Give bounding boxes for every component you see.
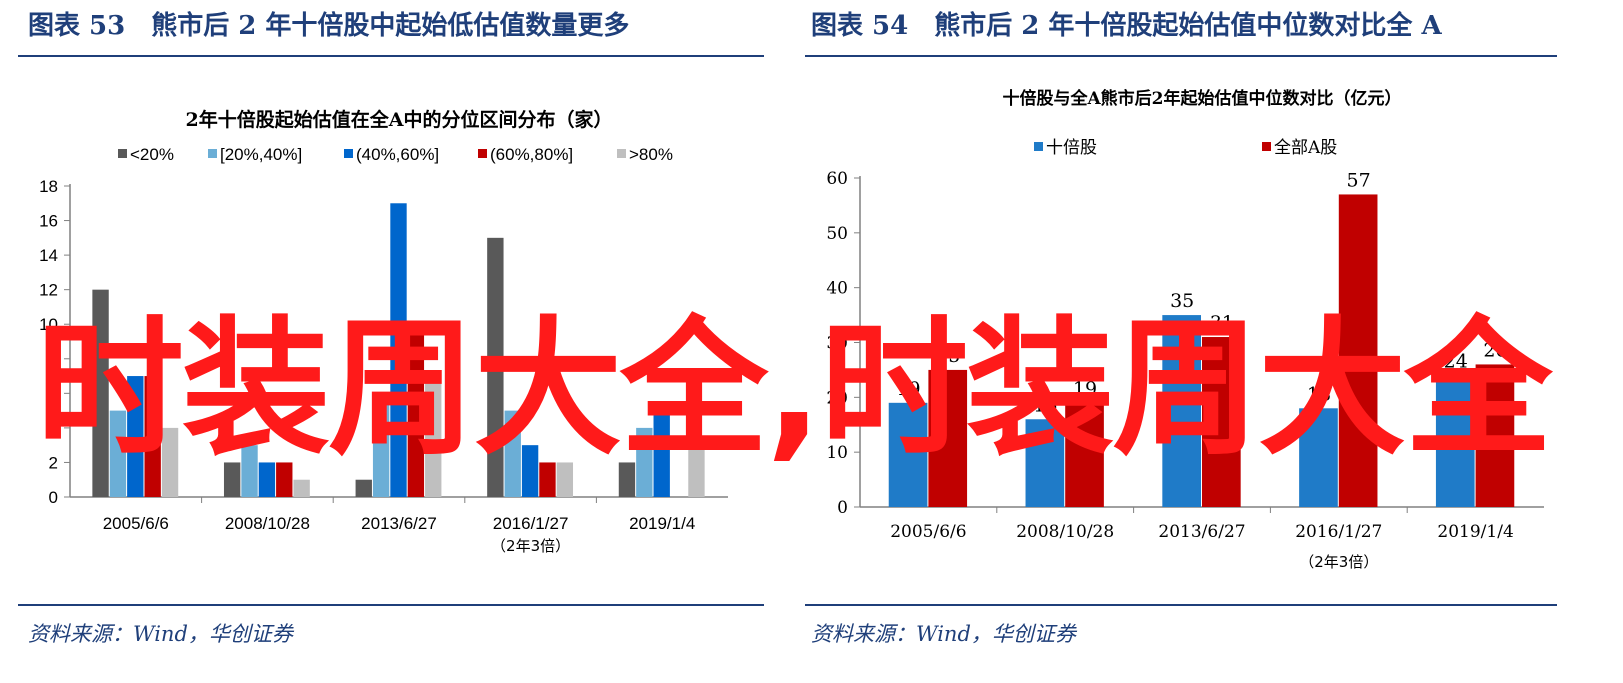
chart-1-category-note: （2年3倍） bbox=[1299, 553, 1378, 571]
chart-1-y-tick-label: 10 bbox=[826, 443, 848, 463]
right-header-rule bbox=[805, 55, 1557, 57]
chart-0-bar bbox=[636, 427, 653, 497]
chart-1-legend-swatch bbox=[1034, 142, 1043, 151]
chart-0-y-tick-label: 8 bbox=[49, 350, 58, 369]
chart-0-x-tick-label: 2016/1/27 bbox=[493, 514, 569, 533]
chart-1-bar bbox=[888, 402, 928, 507]
chart-1-x-tick-label: 2016/1/27 bbox=[1295, 522, 1382, 542]
chart-0-y-tick-label: 4 bbox=[49, 419, 58, 438]
chart-1-x-tick-label: 2005/6/6 bbox=[890, 522, 966, 542]
right-source-note: 资料来源：Wind，华创证券 bbox=[811, 622, 1076, 646]
chart-1-bar bbox=[1475, 364, 1515, 507]
left-figure-header: 图表 53 熊市后 2 年十倍股中起始低估值数量更多 bbox=[28, 11, 630, 41]
chart-0-bar bbox=[618, 462, 636, 497]
chart-1-y-tick-label: 60 bbox=[826, 169, 848, 189]
chart-0-legend-swatch bbox=[208, 149, 217, 158]
chart-1-y-tick-label: 50 bbox=[826, 224, 848, 244]
chart-1-x-tick-label: 2013/6/27 bbox=[1158, 522, 1245, 542]
chart-0-legend-label: [20%,40%] bbox=[220, 145, 302, 164]
chart-1-bar bbox=[928, 369, 968, 507]
chart-0-bar bbox=[223, 462, 241, 497]
chart-1-bar bbox=[1065, 402, 1104, 507]
chart-0-y-tick-label: 0 bbox=[49, 488, 58, 507]
chart-0-x-tick-label: 2013/6/27 bbox=[361, 514, 437, 533]
left-source-note: 资料来源：Wind，华创证券 bbox=[28, 622, 293, 646]
right-source-rule bbox=[805, 604, 1557, 606]
chart-1-bar bbox=[1299, 408, 1338, 507]
chart-0-bar bbox=[161, 427, 179, 497]
chart-0-bar bbox=[144, 376, 161, 497]
chart-1-data-label: 25 bbox=[936, 345, 960, 367]
chart-0-y-tick-label: 14 bbox=[39, 246, 58, 265]
chart-0-legend-swatch bbox=[478, 149, 487, 158]
chart-0-x-tick-label: 2019/1/4 bbox=[629, 514, 695, 533]
chart-0-y-tick-label: 10 bbox=[39, 315, 58, 334]
chart-0-y-tick-label: 2 bbox=[49, 453, 58, 472]
chart-0-bar bbox=[372, 393, 390, 497]
chart-0-bar bbox=[390, 203, 407, 497]
chart-1-bar bbox=[1162, 315, 1201, 507]
chart-1-bar bbox=[1435, 375, 1475, 507]
chart-0-bar bbox=[407, 324, 425, 497]
chart-0-x-tick-label: 2008/10/28 bbox=[225, 514, 310, 533]
right-figure-header: 图表 54 熊市后 2 年十倍股起始估值中位数对比全 A bbox=[811, 11, 1442, 41]
chart-1-legend-label: 十倍股 bbox=[1046, 138, 1097, 158]
chart-0-legend-swatch bbox=[617, 149, 626, 158]
chart-1-y-tick-label: 0 bbox=[837, 498, 848, 518]
chart-0-bar bbox=[653, 410, 670, 497]
chart-0-bar bbox=[258, 462, 276, 497]
chart-0-bar bbox=[556, 462, 574, 497]
chart-0-y-tick-label: 12 bbox=[39, 281, 58, 300]
chart-1-legend-swatch bbox=[1262, 142, 1271, 151]
chart-0-bar bbox=[293, 479, 310, 497]
chart-1-data-label: 57 bbox=[1347, 169, 1371, 191]
chart-1-data-label: 19 bbox=[896, 378, 920, 400]
chart-0-bar bbox=[521, 445, 539, 497]
chart-1-data-label: 31 bbox=[1210, 312, 1234, 334]
chart-0-legend-swatch bbox=[344, 149, 353, 158]
chart-0-legend-label: >80% bbox=[629, 145, 673, 164]
chart-0-bar bbox=[425, 376, 442, 497]
chart-0-bar bbox=[487, 237, 504, 498]
chart-1-y-tick-label: 40 bbox=[826, 279, 848, 299]
chart-1-data-label: 35 bbox=[1170, 290, 1194, 312]
watermark-overlay: 时装周大全,时装周大全 bbox=[36, 303, 1552, 475]
chart-1-legend-label: 全部A股 bbox=[1274, 138, 1337, 158]
chart-1-bar bbox=[1025, 419, 1065, 507]
chart-1-data-label: 19 bbox=[1073, 378, 1097, 400]
chart-1-title: 十倍股与全A熊市后2年起始估值中位数对比（亿元） bbox=[1002, 88, 1401, 109]
chart-1-y-tick-label: 20 bbox=[826, 388, 848, 408]
chart-1-data-label: 18 bbox=[1307, 383, 1331, 405]
chart-0-bar bbox=[539, 462, 556, 497]
left-header-rule bbox=[18, 55, 764, 57]
chart-0-x-tick-label: 2005/6/6 bbox=[103, 514, 169, 533]
chart-1-data-label: 24 bbox=[1444, 350, 1468, 372]
chart-0-legend-swatch bbox=[118, 149, 127, 158]
chart-0-y-tick-label: 6 bbox=[49, 384, 58, 403]
chart-0-legend-label: <20% bbox=[130, 145, 174, 164]
chart-1-x-tick-label: 2008/10/28 bbox=[1016, 522, 1114, 542]
left-source-rule bbox=[18, 604, 764, 606]
chart-0-bar bbox=[241, 445, 258, 497]
chart-0-y-tick-label: 16 bbox=[39, 212, 58, 231]
chart-0-y-tick-label: 18 bbox=[39, 177, 58, 196]
chart-0-legend-label: (60%,80%] bbox=[490, 145, 573, 164]
chart-1-y-tick-label: 30 bbox=[826, 334, 848, 354]
chart-0-title: 2年十倍股起始估值在全A中的分位区间分布（家） bbox=[186, 108, 613, 131]
chart-0-legend-label: (40%,60%] bbox=[356, 145, 439, 164]
chart-1-data-label: 16 bbox=[1033, 394, 1057, 416]
chart-0-bar bbox=[92, 289, 109, 497]
chart-1-bar bbox=[1202, 337, 1241, 507]
chart-0-bar bbox=[109, 410, 127, 497]
chart-1-data-label: 26 bbox=[1483, 339, 1507, 361]
chart-0-bar bbox=[127, 376, 144, 497]
chart-0-bar bbox=[688, 445, 705, 497]
chart-1-x-tick-label: 2019/1/4 bbox=[1437, 522, 1513, 542]
chart-0-category-note: （2年3倍） bbox=[491, 537, 570, 555]
chart-0-bar bbox=[355, 479, 372, 497]
chart-1-bar bbox=[1338, 194, 1378, 507]
chart-0-bar bbox=[276, 462, 293, 497]
chart-0-bar bbox=[504, 410, 521, 497]
